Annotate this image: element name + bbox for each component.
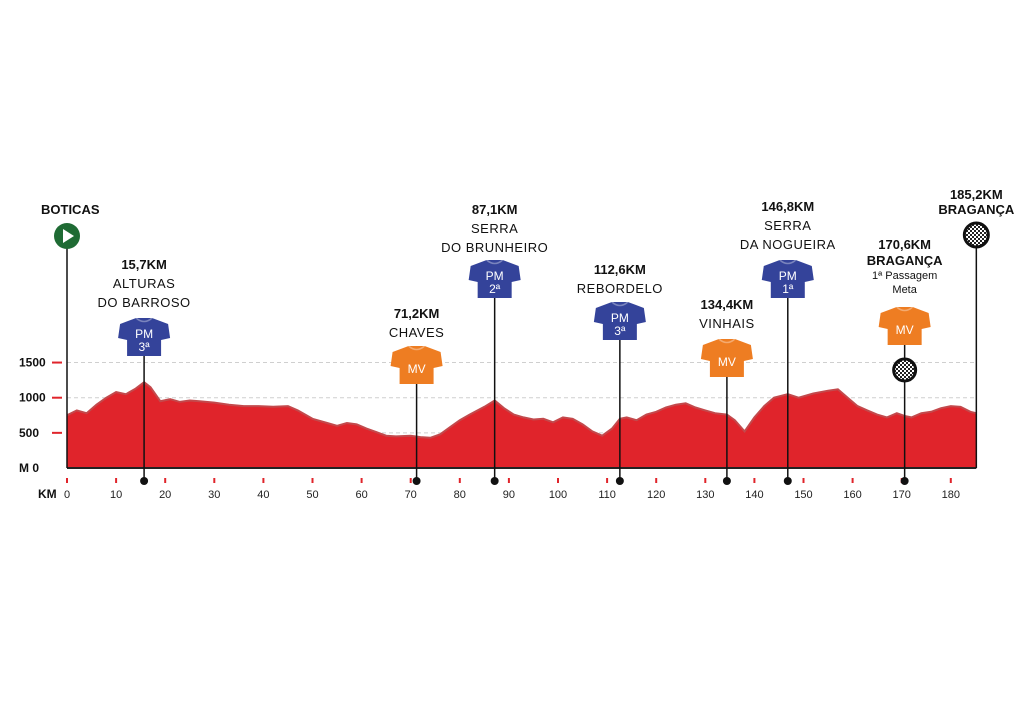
sprint-jersey-icon xyxy=(700,339,753,377)
point-label-line: CHAVES xyxy=(389,325,445,340)
point-dot xyxy=(783,477,792,485)
x-tick-label: 40 xyxy=(257,489,269,501)
jersey-category: 2ª xyxy=(489,282,501,296)
climb-jersey-icon xyxy=(468,260,521,298)
jersey-collar xyxy=(408,345,426,351)
play-icon xyxy=(63,229,74,243)
climb-jersey-icon xyxy=(118,318,171,356)
jersey-category: 1ª xyxy=(782,282,794,296)
jersey-collar xyxy=(486,259,504,265)
jersey-category: 3ª xyxy=(614,324,626,338)
x-tick-label: 180 xyxy=(942,489,960,501)
jersey-label: PM xyxy=(486,269,504,283)
jersey-collar xyxy=(718,338,736,344)
x-tick-label: 10 xyxy=(110,489,122,501)
jersey-label: MV xyxy=(408,362,426,376)
x-tick-label: 150 xyxy=(794,489,812,501)
jersey-label: PM xyxy=(611,311,629,325)
jersey-label: MV xyxy=(896,323,914,337)
jersey-label: PM xyxy=(779,269,797,283)
x-tick-label: 170 xyxy=(893,489,911,501)
point-label-line: 87,1KM xyxy=(472,202,518,217)
point-label-line: 146,8KM xyxy=(761,199,814,214)
point-label-line: DO BRUNHEIRO xyxy=(441,240,548,255)
start-name: BOTICAS xyxy=(41,202,100,217)
x-tick-label: 50 xyxy=(306,489,318,501)
point-label-line: 112,6KM xyxy=(594,262,646,277)
point-label-line: SERRA xyxy=(471,221,518,236)
point-label-line: 170,6KM xyxy=(878,237,931,252)
jersey-label: MV xyxy=(718,355,736,369)
jersey-collar xyxy=(611,301,629,307)
x-tick-label: 120 xyxy=(647,489,665,501)
jersey-collar xyxy=(896,306,914,312)
finish-name: BRAGANÇA xyxy=(938,202,1014,217)
point-label-line: REBORDELO xyxy=(577,281,663,296)
point-label-line: 15,7KM xyxy=(121,257,167,272)
x-tick-label: 20 xyxy=(159,489,171,501)
y-tick-label: 1500 xyxy=(19,356,46,370)
x-tick-label: 30 xyxy=(208,489,220,501)
finish-km: 185,2KM xyxy=(950,187,1003,202)
x-axis-title: KM xyxy=(38,487,57,501)
jersey-label: PM xyxy=(135,327,153,341)
point-label-line: SERRA xyxy=(764,218,811,233)
x-tick-label: 100 xyxy=(549,489,567,501)
point-dot xyxy=(412,477,421,485)
point-label-line: 1ª Passagem xyxy=(872,270,937,282)
x-tick-label: 0 xyxy=(64,489,70,501)
jersey-category: 3ª xyxy=(139,340,151,354)
y-tick-label: 1000 xyxy=(19,391,46,405)
intermediate-finish-icon xyxy=(892,357,918,383)
point-dot xyxy=(900,477,909,485)
y-tick-label: M 0 xyxy=(19,461,39,475)
x-tick-label: 160 xyxy=(843,489,861,501)
climb-jersey-icon xyxy=(761,260,814,298)
point-label-line: BRAGANÇA xyxy=(867,253,943,268)
jersey-collar xyxy=(779,259,797,265)
x-tick-label: 130 xyxy=(696,489,714,501)
point-label-line: DA NOGUEIRA xyxy=(740,237,836,252)
point-label-line: DO BARROSO xyxy=(98,295,191,310)
elevation-line xyxy=(66,380,977,439)
point-label-line: 71,2KM xyxy=(394,306,440,321)
point-label-line: 134,4KM xyxy=(701,297,754,312)
point-dot xyxy=(615,477,624,485)
x-tick-label: 60 xyxy=(355,489,367,501)
point-dot xyxy=(490,477,499,485)
point-dot xyxy=(140,477,149,485)
elevation-area xyxy=(67,382,977,468)
x-tick-label: 70 xyxy=(405,489,417,501)
x-tick-label: 140 xyxy=(745,489,763,501)
sprint-jersey-icon xyxy=(390,346,443,384)
climb-jersey-icon xyxy=(593,302,646,340)
y-tick-label: 500 xyxy=(19,426,39,440)
sprint-jersey-icon xyxy=(878,307,931,345)
point-label-line: ALTURAS xyxy=(113,276,176,291)
point-dot xyxy=(722,477,731,485)
point-label-line: Meta xyxy=(892,284,917,296)
point-label-line: VINHAIS xyxy=(699,316,755,331)
finish-flag-icon xyxy=(962,221,990,249)
jersey-collar xyxy=(135,317,153,323)
x-tick-label: 90 xyxy=(503,489,515,501)
x-tick-label: 110 xyxy=(598,489,616,501)
x-tick-label: 80 xyxy=(454,489,466,501)
